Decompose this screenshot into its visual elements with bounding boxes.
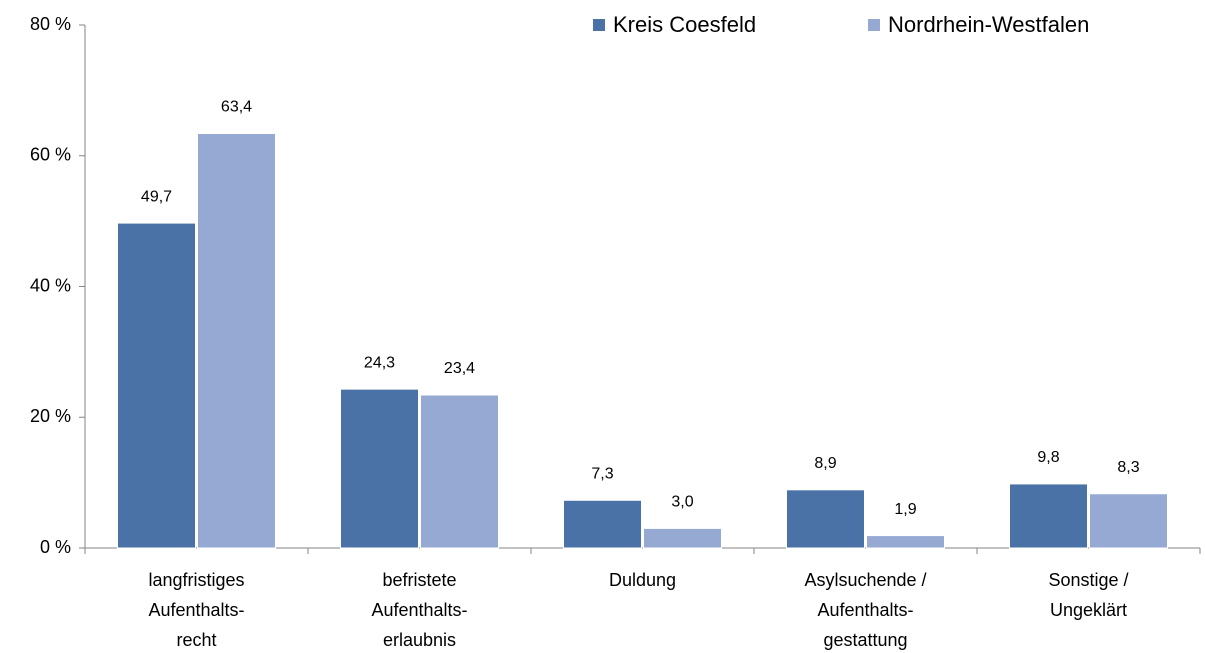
- value-label: 1,9: [894, 501, 916, 518]
- bar: [866, 535, 945, 549]
- x-tick-label: gestattung: [823, 630, 907, 650]
- bar: [197, 133, 276, 549]
- bar: [117, 222, 196, 549]
- value-label: 7,3: [591, 465, 613, 482]
- bar: [563, 499, 642, 549]
- y-tick-label: 60 %: [30, 145, 71, 165]
- bar: [643, 527, 722, 549]
- bar: [1009, 483, 1088, 549]
- value-label: 63,4: [221, 99, 252, 116]
- x-tick-label: Aufenthalts-: [817, 600, 913, 620]
- y-tick-label: 80 %: [30, 14, 71, 34]
- value-label: 8,9: [814, 455, 836, 472]
- y-tick-label: 20 %: [30, 406, 71, 426]
- legend-label: Nordrhein-Westfalen: [888, 12, 1089, 37]
- legend-swatch: [593, 19, 605, 31]
- x-tick-label: Asylsuchende /: [804, 570, 926, 590]
- bar: [340, 388, 419, 549]
- x-tick-label: befristete: [382, 570, 456, 590]
- value-label: 23,4: [444, 360, 475, 377]
- value-label: 49,7: [141, 188, 172, 205]
- y-tick-label: 40 %: [30, 275, 71, 295]
- y-tick-label: 0 %: [40, 537, 71, 557]
- value-label: 9,8: [1037, 449, 1059, 466]
- legend-label: Kreis Coesfeld: [613, 12, 756, 37]
- value-label: 8,3: [1117, 459, 1139, 476]
- bar: [786, 489, 865, 549]
- x-tick-label: Ungeklärt: [1050, 600, 1127, 620]
- x-tick-label: langfristiges: [148, 570, 244, 590]
- value-label: 3,0: [671, 494, 693, 511]
- x-tick-label: erlaubnis: [383, 630, 456, 650]
- x-tick-label: Sonstige /: [1048, 570, 1128, 590]
- x-tick-label: Duldung: [609, 570, 676, 590]
- bar: [420, 394, 499, 549]
- x-tick-label: Aufenthalts-: [148, 600, 244, 620]
- bar: [1089, 493, 1168, 549]
- value-label: 24,3: [364, 354, 395, 371]
- legend-swatch: [868, 19, 880, 31]
- x-tick-label: Aufenthalts-: [371, 600, 467, 620]
- x-tick-label: recht: [176, 630, 216, 650]
